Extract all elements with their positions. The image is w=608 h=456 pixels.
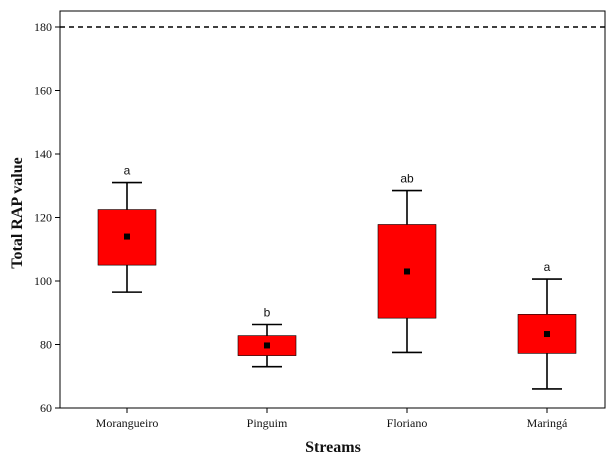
center-marker [544, 331, 550, 338]
x-tick-label: Pinguim [247, 416, 288, 430]
y-axis-title: Total RAP value [9, 157, 26, 268]
group-label: b [264, 305, 271, 319]
x-axis-title: Streams [305, 439, 361, 456]
center-marker [124, 233, 130, 240]
x-tick-label: Morangueiro [96, 416, 159, 430]
box-pinguim: b [237, 305, 297, 368]
box-maringa: a [517, 260, 577, 390]
group-label: a [124, 164, 131, 178]
box-morangueiro: a [97, 164, 157, 293]
y-tick-label: 140 [34, 147, 52, 161]
x-axis: Morangueiro Pinguim Floriano Maringá [96, 408, 568, 430]
plot-frame [59, 10, 606, 409]
y-tick-label: 160 [34, 84, 52, 98]
y-tick-label: 80 [40, 338, 52, 352]
y-tick-label: 100 [34, 274, 52, 288]
group-label: ab [400, 172, 414, 186]
box-floriano: ab [377, 172, 437, 354]
box-rect [517, 314, 577, 354]
y-axis: 60 80 100 120 140 160 180 [34, 20, 60, 415]
y-tick-label: 120 [34, 211, 52, 225]
x-tick-label: Floriano [387, 416, 428, 430]
y-tick-label: 60 [40, 401, 52, 415]
x-tick-label: Maringá [527, 416, 568, 430]
y-tick-label: 180 [34, 20, 52, 34]
group-label: a [544, 260, 551, 274]
center-marker [404, 268, 410, 275]
center-marker [264, 342, 270, 349]
